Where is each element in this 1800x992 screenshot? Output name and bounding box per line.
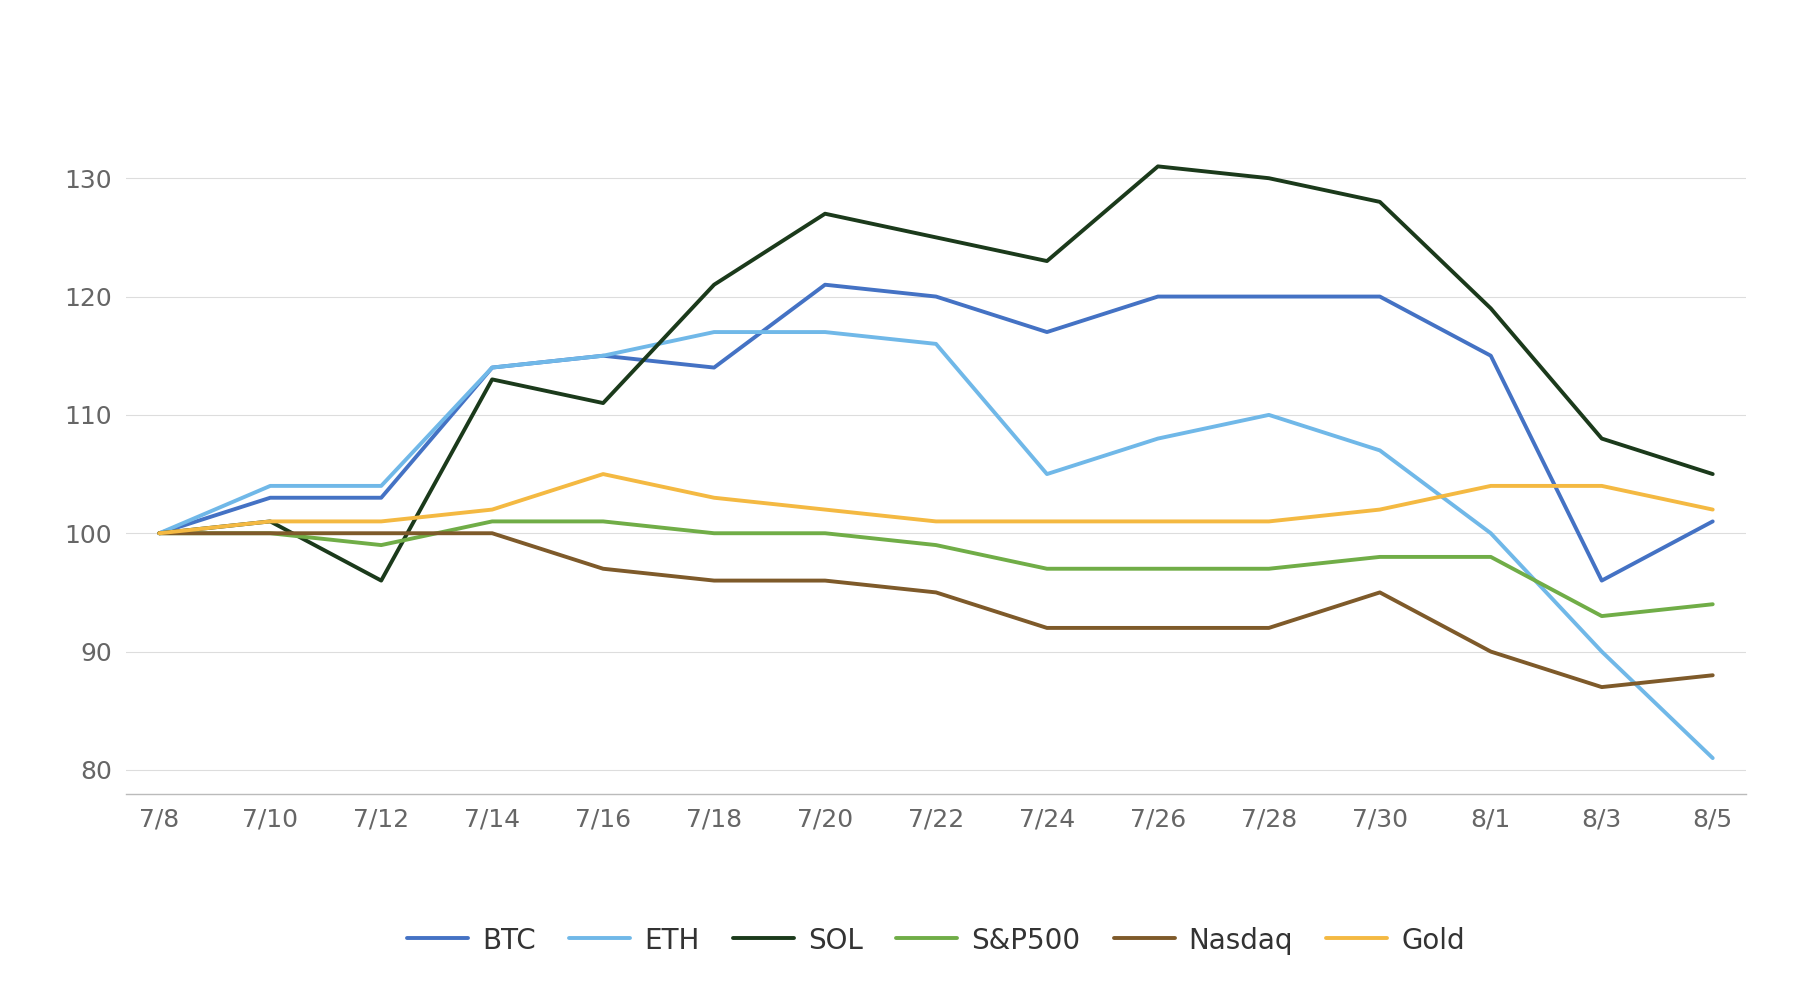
ETH bbox=[1591, 646, 1613, 658]
Line: Gold: Gold bbox=[158, 474, 1714, 534]
Line: BTC: BTC bbox=[158, 285, 1714, 580]
Line: Nasdaq: Nasdaq bbox=[158, 534, 1714, 687]
SOL bbox=[148, 528, 169, 540]
Line: ETH: ETH bbox=[158, 332, 1714, 758]
Gold bbox=[1370, 504, 1391, 516]
SOL bbox=[259, 516, 281, 528]
ETH bbox=[1258, 409, 1280, 421]
ETH bbox=[1480, 528, 1501, 540]
BTC bbox=[259, 492, 281, 504]
S&P500 bbox=[1258, 562, 1280, 574]
ETH bbox=[814, 326, 835, 338]
SOL bbox=[1480, 303, 1501, 314]
SOL bbox=[1591, 433, 1613, 444]
SOL bbox=[1037, 255, 1058, 267]
Gold bbox=[925, 516, 947, 528]
Line: SOL: SOL bbox=[158, 167, 1714, 580]
ETH bbox=[1370, 444, 1391, 456]
SOL bbox=[814, 207, 835, 219]
Gold bbox=[371, 516, 392, 528]
Nasdaq bbox=[1037, 622, 1058, 634]
Gold bbox=[1037, 516, 1058, 528]
Nasdaq bbox=[704, 574, 725, 586]
SOL bbox=[1147, 161, 1168, 173]
S&P500 bbox=[259, 528, 281, 540]
S&P500 bbox=[1480, 551, 1501, 562]
S&P500 bbox=[592, 516, 614, 528]
Gold bbox=[592, 468, 614, 480]
Nasdaq bbox=[1258, 622, 1280, 634]
Nasdaq bbox=[148, 528, 169, 540]
ETH bbox=[148, 528, 169, 540]
S&P500 bbox=[1370, 551, 1391, 562]
BTC bbox=[1591, 574, 1613, 586]
S&P500 bbox=[148, 528, 169, 540]
Gold bbox=[1703, 504, 1724, 516]
Nasdaq bbox=[259, 528, 281, 540]
ETH bbox=[371, 480, 392, 492]
BTC bbox=[148, 528, 169, 540]
Gold bbox=[1258, 516, 1280, 528]
Nasdaq bbox=[1703, 670, 1724, 682]
Nasdaq bbox=[1480, 646, 1501, 658]
Gold bbox=[1591, 480, 1613, 492]
SOL bbox=[925, 231, 947, 243]
ETH bbox=[481, 362, 502, 374]
Nasdaq bbox=[592, 562, 614, 574]
S&P500 bbox=[1037, 562, 1058, 574]
Nasdaq bbox=[1591, 682, 1613, 693]
Nasdaq bbox=[814, 574, 835, 586]
ETH bbox=[592, 350, 614, 362]
SOL bbox=[704, 279, 725, 291]
ETH bbox=[704, 326, 725, 338]
S&P500 bbox=[925, 539, 947, 551]
ETH bbox=[259, 480, 281, 492]
BTC bbox=[1703, 516, 1724, 528]
BTC bbox=[1037, 326, 1058, 338]
BTC bbox=[592, 350, 614, 362]
BTC bbox=[481, 362, 502, 374]
Nasdaq bbox=[1370, 586, 1391, 598]
S&P500 bbox=[814, 528, 835, 540]
SOL bbox=[1370, 196, 1391, 208]
ETH bbox=[1147, 433, 1168, 444]
Gold bbox=[814, 504, 835, 516]
Nasdaq bbox=[1147, 622, 1168, 634]
BTC bbox=[925, 291, 947, 303]
SOL bbox=[481, 373, 502, 385]
BTC bbox=[1258, 291, 1280, 303]
Gold bbox=[148, 528, 169, 540]
BTC bbox=[1147, 291, 1168, 303]
S&P500 bbox=[481, 516, 502, 528]
Gold bbox=[259, 516, 281, 528]
BTC bbox=[704, 362, 725, 374]
BTC bbox=[1480, 350, 1501, 362]
ETH bbox=[1037, 468, 1058, 480]
SOL bbox=[1258, 173, 1280, 185]
S&P500 bbox=[1703, 598, 1724, 610]
BTC bbox=[814, 279, 835, 291]
SOL bbox=[1703, 468, 1724, 480]
S&P500 bbox=[704, 528, 725, 540]
Nasdaq bbox=[371, 528, 392, 540]
S&P500 bbox=[1591, 610, 1613, 622]
Nasdaq bbox=[481, 528, 502, 540]
Legend: BTC, ETH, SOL, S&P500, Nasdaq, Gold: BTC, ETH, SOL, S&P500, Nasdaq, Gold bbox=[396, 916, 1476, 965]
BTC bbox=[371, 492, 392, 504]
ETH bbox=[1703, 752, 1724, 764]
Nasdaq bbox=[925, 586, 947, 598]
Gold bbox=[481, 504, 502, 516]
S&P500 bbox=[371, 539, 392, 551]
BTC bbox=[1370, 291, 1391, 303]
SOL bbox=[592, 397, 614, 409]
SOL bbox=[371, 574, 392, 586]
Gold bbox=[704, 492, 725, 504]
S&P500 bbox=[1147, 562, 1168, 574]
Gold bbox=[1480, 480, 1501, 492]
ETH bbox=[925, 338, 947, 350]
Line: S&P500: S&P500 bbox=[158, 522, 1714, 616]
Gold bbox=[1147, 516, 1168, 528]
